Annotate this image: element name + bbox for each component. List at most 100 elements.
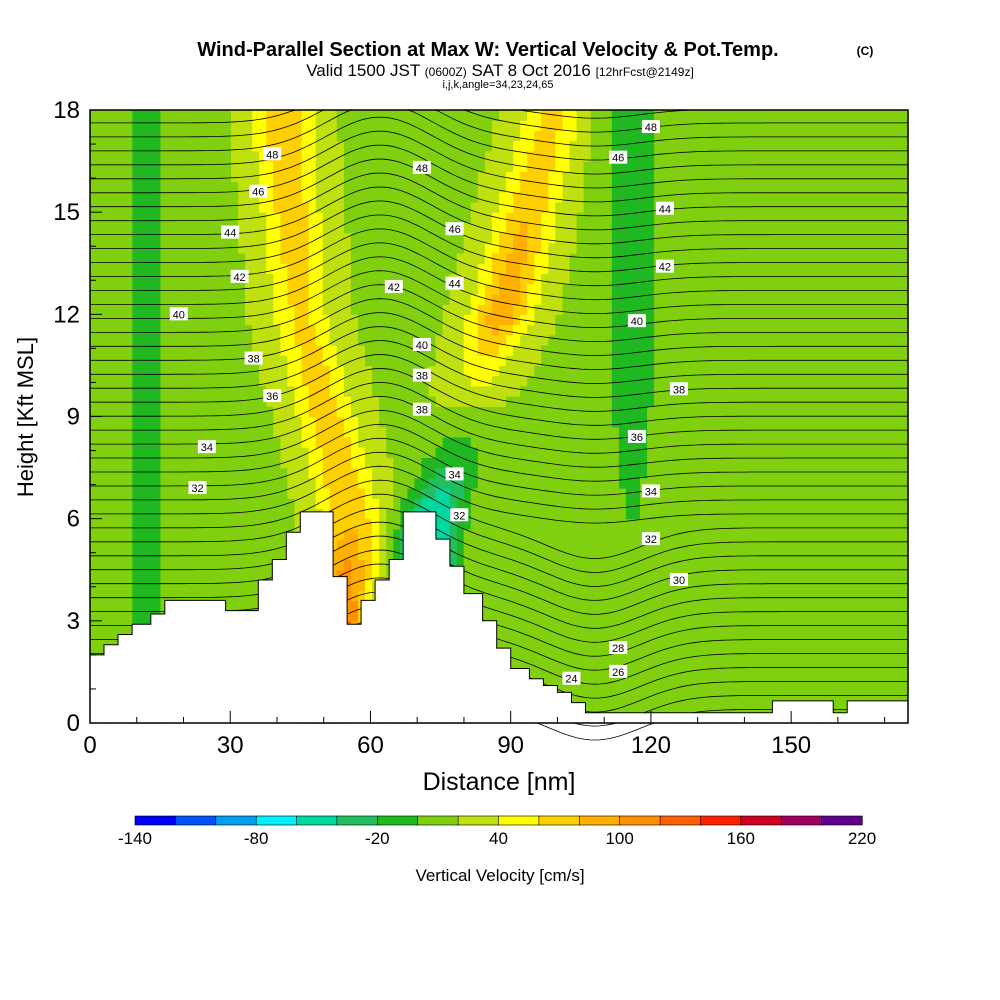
velocity-cell xyxy=(358,293,366,305)
velocity-cell xyxy=(569,150,578,162)
velocity-cell xyxy=(195,150,204,162)
velocity-cell xyxy=(273,447,281,458)
velocity-cell xyxy=(442,385,451,397)
velocity-cell xyxy=(216,590,225,601)
velocity-cell xyxy=(562,580,571,591)
velocity-cell xyxy=(555,120,564,131)
velocity-cell xyxy=(393,549,401,561)
velocity-cell xyxy=(442,416,451,428)
velocity-cell xyxy=(386,324,394,336)
velocity-cell xyxy=(633,242,641,254)
velocity-cell xyxy=(470,273,479,285)
velocity-cell xyxy=(484,436,493,448)
velocity-cell xyxy=(407,416,415,428)
velocity-cell xyxy=(125,416,133,428)
velocity-cell xyxy=(104,304,112,315)
velocity-cell xyxy=(506,447,514,458)
velocity-cell xyxy=(618,426,627,438)
velocity-cell xyxy=(350,518,359,530)
velocity-cell xyxy=(576,161,585,172)
velocity-cell xyxy=(541,120,549,131)
velocity-cell xyxy=(590,600,599,612)
velocity-cell xyxy=(160,375,169,387)
velocity-cell xyxy=(576,171,585,183)
velocity-cell xyxy=(604,682,613,693)
velocity-cell xyxy=(167,375,176,387)
velocity-cell xyxy=(484,304,493,315)
velocity-cell xyxy=(555,161,564,172)
velocity-cell xyxy=(597,631,606,642)
velocity-cell xyxy=(590,426,599,438)
velocity-cell xyxy=(484,385,493,397)
velocity-cell xyxy=(153,426,162,438)
velocity-cell xyxy=(477,365,486,377)
velocity-cell xyxy=(167,477,176,489)
velocity-cell xyxy=(132,345,140,356)
velocity-cell xyxy=(668,416,676,428)
velocity-cell xyxy=(668,539,676,550)
velocity-cell xyxy=(513,590,521,601)
velocity-cell xyxy=(301,191,310,203)
velocity-cell xyxy=(583,283,592,295)
velocity-cell xyxy=(611,539,620,550)
velocity-cell xyxy=(181,253,190,264)
velocity-cell xyxy=(336,201,345,213)
velocity-cell xyxy=(315,222,324,234)
velocity-cell xyxy=(111,253,119,264)
velocity-cell xyxy=(555,283,564,295)
velocity-cell xyxy=(555,416,564,428)
velocity-cell xyxy=(548,140,557,152)
velocity-cell xyxy=(167,232,176,244)
velocity-cell xyxy=(484,365,493,377)
velocity-cell xyxy=(421,283,430,295)
velocity-cell xyxy=(139,334,148,346)
velocity-cell xyxy=(534,253,542,264)
velocity-cell xyxy=(266,528,274,540)
velocity-cell xyxy=(90,181,98,193)
velocity-cell xyxy=(280,110,289,121)
velocity-cell xyxy=(386,201,394,213)
velocity-cell xyxy=(160,467,169,479)
velocity-cell xyxy=(146,498,155,509)
velocity-cell xyxy=(273,242,281,254)
velocity-cell xyxy=(252,334,260,346)
velocity-cell xyxy=(576,150,585,162)
velocity-cell xyxy=(245,130,253,142)
velocity-cell xyxy=(386,232,394,244)
velocity-cell xyxy=(477,161,486,172)
velocity-cell xyxy=(209,580,218,591)
velocity-cell xyxy=(224,498,232,509)
velocity-cell xyxy=(315,304,324,315)
velocity-cell xyxy=(506,436,514,448)
velocity-cell xyxy=(224,436,232,448)
velocity-cell xyxy=(104,477,112,489)
velocity-cell xyxy=(618,467,627,479)
velocity-cell xyxy=(449,161,458,172)
velocity-cell xyxy=(456,385,465,397)
velocity-cell xyxy=(245,518,253,530)
velocity-cell xyxy=(329,222,338,234)
velocity-cell xyxy=(132,610,140,622)
velocity-cell xyxy=(132,569,140,581)
velocity-cell xyxy=(633,365,641,377)
velocity-cell xyxy=(90,406,98,418)
velocity-cell xyxy=(449,181,458,193)
velocity-cell xyxy=(308,457,317,469)
velocity-cell xyxy=(294,181,303,193)
velocity-cell xyxy=(181,212,190,223)
velocity-cell xyxy=(329,447,338,458)
velocity-cell xyxy=(491,488,500,499)
velocity-cell xyxy=(111,549,119,561)
velocity-cell xyxy=(104,212,112,223)
velocity-cell xyxy=(273,273,281,285)
velocity-cell xyxy=(231,120,239,131)
velocity-cell xyxy=(259,140,267,152)
velocity-cell xyxy=(139,396,148,407)
velocity-cell xyxy=(174,436,183,448)
velocity-cell xyxy=(308,242,317,254)
velocity-cell xyxy=(414,488,423,499)
velocity-cell xyxy=(647,140,655,152)
velocity-cell xyxy=(125,580,133,591)
velocity-cell xyxy=(661,539,669,550)
velocity-cell xyxy=(470,130,479,142)
